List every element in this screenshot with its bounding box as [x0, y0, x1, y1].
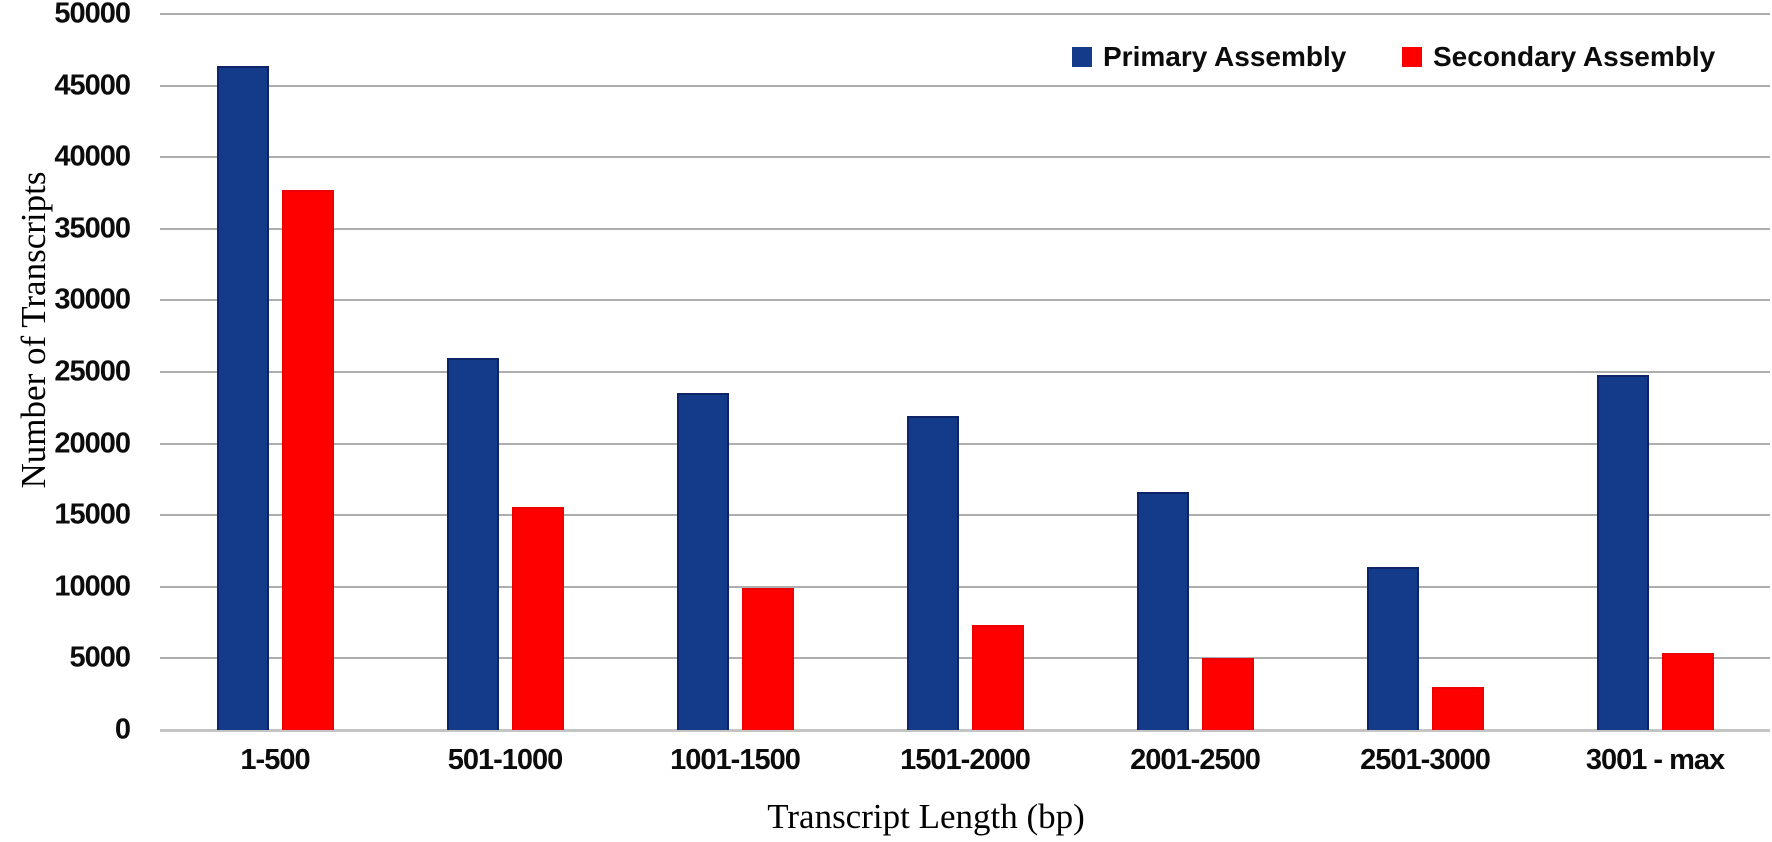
x-axis-line — [160, 729, 1770, 732]
y-tick-label: 30000 — [54, 283, 131, 316]
bar-primary-assembly-2001-2500 — [1137, 492, 1189, 730]
bar-primary-assembly-1501-2000 — [907, 416, 959, 730]
gridline — [160, 13, 1770, 15]
bar-primary-assembly-501-1000 — [447, 358, 499, 730]
gridline — [160, 585, 1770, 588]
y-tick-label: 10000 — [54, 570, 131, 603]
gridline — [160, 371, 1770, 373]
x-axis-title: Transcript Length (bp) — [767, 797, 1085, 836]
gridline — [160, 514, 1770, 517]
y-tick-label: 15000 — [54, 498, 131, 531]
bar-secondary-assembly-2001-2500 — [1202, 658, 1254, 730]
x-tick-label: 501-1000 — [447, 744, 564, 776]
y-tick-label: 5000 — [69, 641, 131, 674]
gridline — [160, 299, 1770, 302]
bar-primary-assembly-3001-max — [1597, 375, 1649, 730]
gridline — [160, 657, 1770, 660]
legend-item-secondary-assembly: Secondary Assembly — [1402, 40, 1715, 74]
bar-secondary-assembly-2501-3000 — [1432, 687, 1484, 730]
gridline — [160, 442, 1770, 445]
primary-assembly-swatch-icon — [1072, 47, 1092, 67]
bar-secondary-assembly-1-500 — [282, 190, 334, 730]
y-tick-label: 40000 — [54, 140, 131, 173]
y-tick-label: 50000 — [54, 0, 131, 30]
gridline — [160, 84, 1770, 87]
bar-secondary-assembly-3001-max — [1662, 653, 1714, 730]
bar-primary-assembly-1001-1500 — [677, 393, 729, 730]
legend-label-secondary-assembly: Secondary Assembly — [1433, 41, 1716, 72]
y-tick-label: 25000 — [54, 355, 131, 388]
y-tick-label: 0 — [114, 713, 131, 746]
y-tick-label: 35000 — [54, 212, 131, 245]
gridline — [160, 156, 1770, 159]
gridline — [160, 227, 1770, 230]
plot-area — [160, 13, 1770, 732]
x-tick-label: 1001-1500 — [670, 744, 801, 776]
secondary-assembly-swatch-icon — [1402, 47, 1422, 67]
bar-secondary-assembly-501-1000 — [512, 507, 564, 730]
x-tick-label: 2001-2500 — [1130, 744, 1261, 776]
legend-item-primary-assembly: Primary Assembly — [1072, 40, 1346, 74]
x-tick-label: 1-500 — [240, 744, 310, 776]
x-tick-label: 2501-3000 — [1360, 744, 1491, 776]
y-tick-label: 20000 — [54, 427, 131, 460]
bar-secondary-assembly-1501-2000 — [972, 625, 1024, 730]
legend-label-primary-assembly: Primary Assembly — [1103, 41, 1347, 72]
bar-primary-assembly-1-500 — [217, 66, 269, 730]
bar-secondary-assembly-1001-1500 — [742, 588, 794, 730]
x-tick-label: 3001 - max — [1585, 744, 1725, 776]
y-tick-label: 45000 — [54, 69, 131, 102]
bar-primary-assembly-2501-3000 — [1367, 567, 1419, 730]
x-tick-label: 1501-2000 — [900, 744, 1031, 776]
